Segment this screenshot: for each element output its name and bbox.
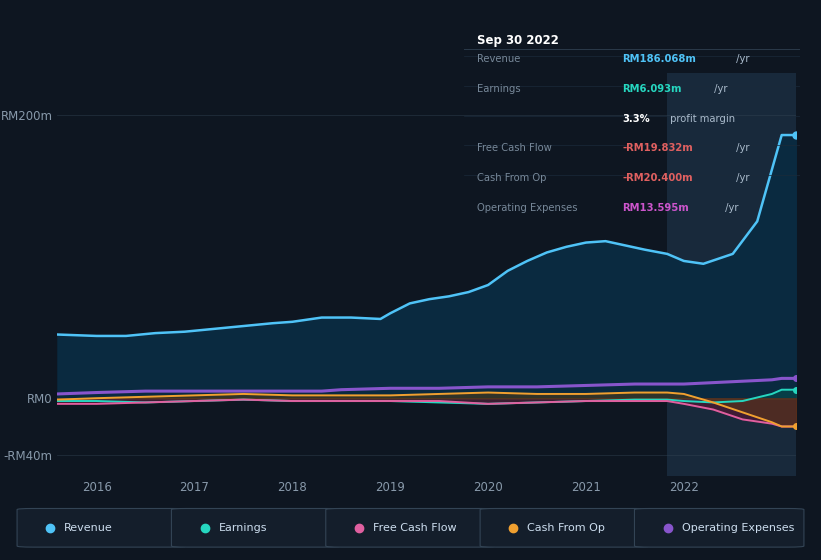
Text: Free Cash Flow: Free Cash Flow — [373, 523, 456, 533]
Text: Cash From Op: Cash From Op — [527, 523, 605, 533]
Text: 3.3%: 3.3% — [622, 114, 650, 124]
Text: /yr: /yr — [733, 143, 750, 153]
Text: Free Cash Flow: Free Cash Flow — [477, 143, 552, 153]
FancyBboxPatch shape — [635, 508, 804, 547]
Text: /yr: /yr — [733, 54, 750, 64]
FancyBboxPatch shape — [326, 508, 495, 547]
Text: Revenue: Revenue — [64, 523, 113, 533]
Text: profit margin: profit margin — [667, 114, 735, 124]
Text: -RM19.832m: -RM19.832m — [622, 143, 693, 153]
Text: RM186.068m: RM186.068m — [622, 54, 696, 64]
Text: RM6.093m: RM6.093m — [622, 84, 681, 94]
Text: RM13.595m: RM13.595m — [622, 203, 689, 213]
Text: Earnings: Earnings — [218, 523, 267, 533]
Text: Operating Expenses: Operating Expenses — [681, 523, 794, 533]
Bar — [667, 73, 796, 476]
Text: Sep 30 2022: Sep 30 2022 — [477, 34, 559, 47]
FancyBboxPatch shape — [172, 508, 341, 547]
Text: Operating Expenses: Operating Expenses — [477, 203, 578, 213]
Text: Earnings: Earnings — [477, 84, 521, 94]
FancyBboxPatch shape — [480, 508, 649, 547]
Text: /yr: /yr — [722, 203, 739, 213]
FancyBboxPatch shape — [17, 508, 186, 547]
Text: /yr: /yr — [711, 84, 727, 94]
Text: -RM20.400m: -RM20.400m — [622, 173, 693, 183]
Text: /yr: /yr — [733, 173, 750, 183]
Text: Cash From Op: Cash From Op — [477, 173, 547, 183]
Text: Revenue: Revenue — [477, 54, 521, 64]
